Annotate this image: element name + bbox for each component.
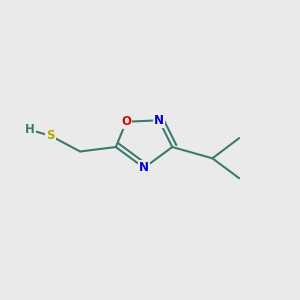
- Text: O: O: [121, 115, 131, 128]
- Text: S: S: [46, 129, 55, 142]
- Text: N: N: [154, 114, 164, 127]
- Text: H: H: [25, 123, 34, 136]
- Text: N: N: [139, 161, 149, 174]
